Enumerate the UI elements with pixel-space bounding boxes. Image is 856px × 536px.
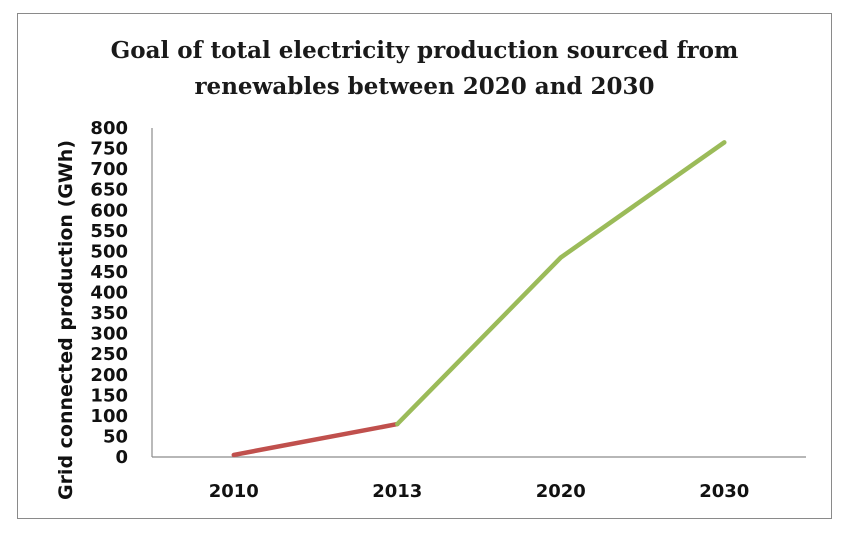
axes [151,128,806,458]
y-tick-label: 450 [90,262,128,283]
y-tick-label: 600 [90,200,128,221]
series-lines [231,140,727,458]
chart-title-line-2: renewables between 2020 and 2030 [194,73,655,100]
chart-title: Goal of total electricity production sou… [17,33,832,105]
y-tick-label: 800 [90,118,128,139]
y-tick-label: 550 [90,221,128,242]
series-line-2 [395,140,727,427]
y-tick-label: 750 [90,139,128,160]
y-tick-label: 50 [103,426,128,447]
y-tick-label: 0 [115,447,128,468]
series-line-1 [231,421,400,458]
chart-title-line-1: Goal of total electricity production sou… [110,37,739,64]
chart-frame [17,13,832,519]
y-tick-labels: 0501001502002503003504004505005506006507… [90,118,128,468]
x-tick-label: 2030 [699,481,749,502]
y-tick-label: 200 [90,365,128,386]
x-tick-label: 2010 [209,481,259,502]
y-tick-label: 150 [90,385,128,406]
y-tick-label: 350 [90,303,128,324]
x-tick-label: 2013 [372,481,422,502]
y-tick-label: 700 [90,159,128,180]
y-tick-label: 500 [90,241,128,262]
y-tick-label: 400 [90,283,128,304]
y-tick-label: 300 [90,324,128,345]
x-tick-labels: 2010 2013 2020 2030 [209,481,750,502]
x-tick-label: 2020 [536,481,586,502]
y-tick-label: 100 [90,406,128,427]
y-tick-label: 250 [90,344,128,365]
y-tick-label: 650 [90,180,128,201]
